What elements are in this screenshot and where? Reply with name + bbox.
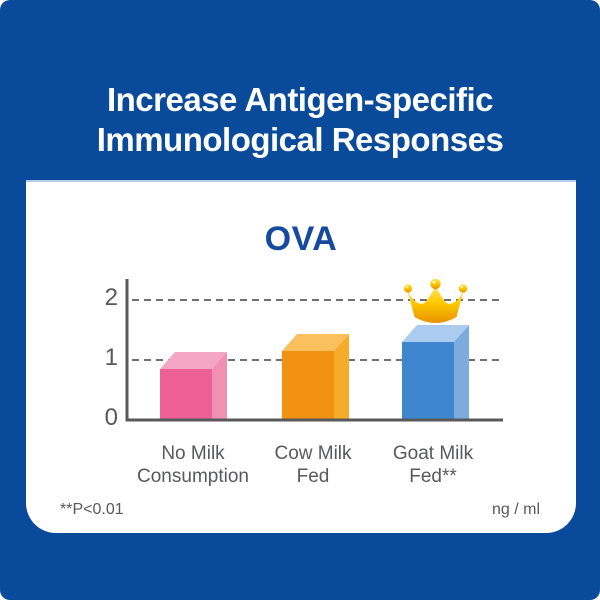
bar-side-face [454, 325, 469, 420]
y-tick-1: 1 [104, 344, 118, 371]
crown-icon [403, 278, 468, 323]
bar-front-face [160, 369, 212, 420]
bar-front-face [282, 351, 334, 420]
significance-footnote: **P<0.01 [60, 501, 124, 518]
x-label-cow-milk: Cow Milk Fed [228, 442, 398, 488]
bar-side-face [212, 352, 227, 420]
bar-top-face [160, 352, 227, 369]
chart-card: OVA 2 1 0 No Milk Consumption Cow Milk F… [26, 180, 576, 533]
chart-title: OVA [264, 220, 338, 258]
x-label-line: Cow Milk [274, 443, 352, 464]
x-label-goat-milk: Goat Milk Fed** [348, 442, 518, 488]
x-label-line: Fed [296, 466, 330, 487]
bar-side-face [334, 334, 349, 420]
x-label-no-milk: No Milk Consumption [108, 442, 278, 488]
bar-top-face [402, 325, 469, 342]
page-title: Increase Antigen-specific Immunological … [0, 80, 600, 160]
bar-chart-canvas [125, 278, 503, 422]
page-title-line1: Increase Antigen-specific [106, 81, 494, 118]
y-tick-2: 2 [104, 284, 118, 311]
x-label-line: No Milk [161, 443, 225, 464]
bar-front-face [402, 342, 454, 420]
page-title-line2: Immunological Responses [96, 121, 504, 158]
y-tick-0: 0 [104, 404, 118, 431]
x-label-line: Consumption [137, 466, 249, 487]
bar-top-face [282, 334, 349, 351]
x-label-line: Goat Milk [392, 443, 474, 464]
unit-label: ng / ml [491, 501, 540, 518]
x-label-line: Fed** [409, 466, 457, 487]
